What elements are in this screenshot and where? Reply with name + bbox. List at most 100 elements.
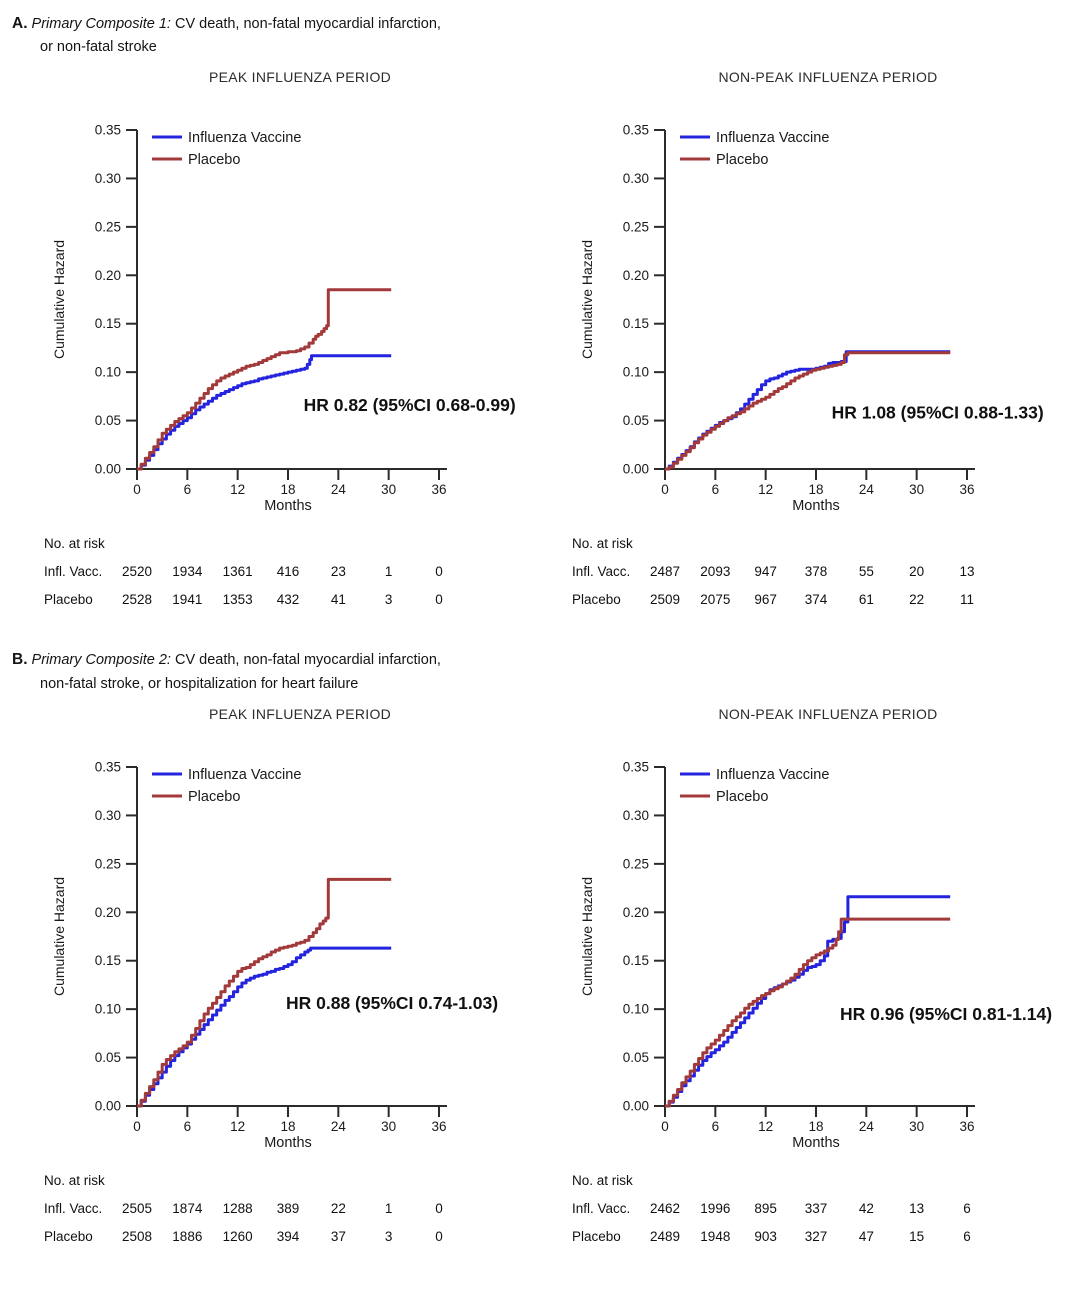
x-tick-label: 12 — [230, 482, 245, 497]
x-tick-label: 36 — [959, 482, 974, 497]
risk-value: 2487 — [650, 564, 680, 579]
risk-value: 2489 — [650, 1229, 680, 1244]
curve-vaccine — [137, 354, 392, 471]
chart-b-peak-influenza: PEAK INFLUENZA PERIOD Cumulative Hazard 0.… — [12, 699, 540, 1251]
x-axis-label: Months — [264, 498, 312, 514]
x-axis-label: Months — [792, 1135, 840, 1151]
panel-a-endpoints: CV death, non-fatal myocardial infarctio… — [174, 16, 441, 32]
x-tick-label: 6 — [712, 1119, 720, 1134]
panel-a-endpoints-line2: or non-fatal stroke — [40, 39, 157, 56]
risk-value: 1 — [385, 1201, 393, 1216]
risk-value: 15 — [909, 1229, 924, 1244]
risk-value: 374 — [805, 592, 828, 607]
risk-value: 432 — [277, 592, 300, 607]
chart-svg: PEAK INFLUENZA PERIOD Cumulative Hazard 0.… — [44, 69, 516, 607]
panel-a-letter: A. — [12, 15, 28, 32]
y-axis-label: Cumulative Hazard — [51, 877, 67, 996]
risk-value: 13 — [959, 564, 974, 579]
risk-value: 1941 — [172, 592, 202, 607]
y-tick-label: 0.10 — [95, 1002, 121, 1017]
chart-title: NON-PEAK INFLUENZA PERIOD — [718, 69, 937, 85]
risk-value: 2520 — [122, 564, 152, 579]
y-axis-label: Cumulative Hazard — [579, 877, 595, 996]
y-tick-label: 0.25 — [95, 220, 121, 235]
risk-value: 37 — [331, 1229, 346, 1244]
risk-value: 378 — [805, 564, 828, 579]
y-axis-label: Cumulative Hazard — [579, 240, 595, 359]
x-tick-label: 12 — [758, 1119, 773, 1134]
y-tick-label: 0.35 — [623, 123, 649, 138]
risk-value: 967 — [754, 592, 777, 607]
risk-value: 2528 — [122, 592, 152, 607]
x-tick-label: 36 — [959, 1119, 974, 1134]
x-tick-label: 36 — [431, 1119, 446, 1134]
y-tick-label: 0.10 — [95, 365, 121, 380]
risk-row-label: Placebo — [44, 1229, 93, 1244]
risk-row-label: Placebo — [572, 1229, 621, 1244]
risk-value: 0 — [435, 592, 443, 607]
chart-a-peak-influenza: PEAK INFLUENZA PERIOD Cumulative Hazard 0.… — [12, 62, 540, 614]
curve-placebo — [137, 288, 392, 471]
y-tick-label: 0.00 — [623, 1098, 649, 1113]
legend-label-placebo: Placebo — [188, 789, 240, 805]
x-tick-label: 12 — [230, 1119, 245, 1134]
y-tick-label: 0.10 — [623, 365, 649, 380]
risk-value: 1288 — [223, 1201, 253, 1216]
risk-value: 895 — [754, 1201, 777, 1216]
y-tick-label: 0.20 — [95, 268, 121, 283]
risk-value: 1 — [385, 564, 393, 579]
risk-value: 2509 — [650, 592, 680, 607]
chart-title: NON-PEAK INFLUENZA PERIOD — [718, 706, 937, 722]
y-tick-label: 0.25 — [623, 856, 649, 871]
risk-value: 22 — [331, 1201, 346, 1216]
curve-placebo — [137, 877, 392, 1108]
x-tick-label: 30 — [381, 482, 396, 497]
risk-value: 42 — [859, 1201, 874, 1216]
x-tick-label: 6 — [184, 482, 192, 497]
panel-b: B. Primary Composite 2: CV death, non-fa… — [12, 648, 1080, 1250]
x-tick-label: 18 — [280, 1119, 295, 1134]
legend-label-vaccine: Influenza Vaccine — [716, 767, 829, 783]
panel-b-endpoints: CV death, non-fatal myocardial infarctio… — [174, 652, 441, 669]
x-tick-label: 0 — [661, 1119, 669, 1134]
x-tick-label: 24 — [859, 482, 875, 497]
panel-b-heading: B. Primary Composite 2: CV death, non-fa… — [12, 648, 1080, 694]
risk-value: 47 — [859, 1229, 874, 1244]
risk-value: 6 — [963, 1229, 971, 1244]
risk-value: 22 — [909, 592, 924, 607]
y-tick-label: 0.35 — [95, 759, 121, 774]
x-tick-label: 6 — [184, 1119, 192, 1134]
x-tick-label: 0 — [133, 1119, 141, 1134]
risk-value: 3 — [385, 1229, 393, 1244]
curve-placebo — [665, 917, 951, 1108]
y-tick-label: 0.05 — [623, 1050, 649, 1065]
risk-value: 2075 — [700, 592, 730, 607]
y-tick-label: 0.00 — [95, 1098, 121, 1113]
risk-row-label: Placebo — [572, 592, 621, 607]
panel-a-charts-row: PEAK INFLUENZA PERIOD Cumulative Hazard 0.… — [12, 62, 1080, 614]
hazard-ratio-annotation: HR 0.88 (95%CI 0.74-1.03) — [286, 993, 498, 1013]
chart-b-nonpeak-influenza: NON-PEAK INFLUENZA PERIOD Cumulative Haza… — [540, 699, 1068, 1251]
legend-label-vaccine: Influenza Vaccine — [188, 767, 301, 783]
panel-b-charts-row: PEAK INFLUENZA PERIOD Cumulative Hazard 0.… — [12, 699, 1080, 1251]
risk-value: 23 — [331, 564, 346, 579]
y-tick-label: 0.30 — [95, 808, 121, 823]
risk-value: 1934 — [172, 564, 203, 579]
risk-value: 13 — [909, 1201, 924, 1216]
figure-page: A. Primary Composite 1: CV death, non-fa… — [12, 12, 1080, 1250]
chart-svg: NON-PEAK INFLUENZA PERIOD Cumulative Haza… — [572, 69, 1044, 607]
panel-a: A. Primary Composite 1: CV death, non-fa… — [12, 12, 1080, 614]
y-tick-label: 0.05 — [623, 414, 649, 429]
x-tick-label: 30 — [909, 1119, 924, 1134]
chart-title: PEAK INFLUENZA PERIOD — [209, 69, 391, 85]
legend-label-placebo: Placebo — [716, 152, 768, 168]
chart-svg: NON-PEAK INFLUENZA PERIOD Cumulative Haza… — [572, 706, 1052, 1244]
risk-value: 327 — [805, 1229, 828, 1244]
risk-value: 1996 — [700, 1201, 730, 1216]
y-tick-label: 0.30 — [95, 171, 121, 186]
risk-value: 0 — [435, 1201, 443, 1216]
risk-value: 1260 — [223, 1229, 253, 1244]
panel-a-composite-label: Primary Composite 1: — [31, 16, 171, 32]
chart-a-nonpeak-influenza: NON-PEAK INFLUENZA PERIOD Cumulative Haza… — [540, 62, 1068, 614]
hazard-ratio-annotation: HR 1.08 (95%CI 0.88-1.33) — [832, 403, 1044, 423]
